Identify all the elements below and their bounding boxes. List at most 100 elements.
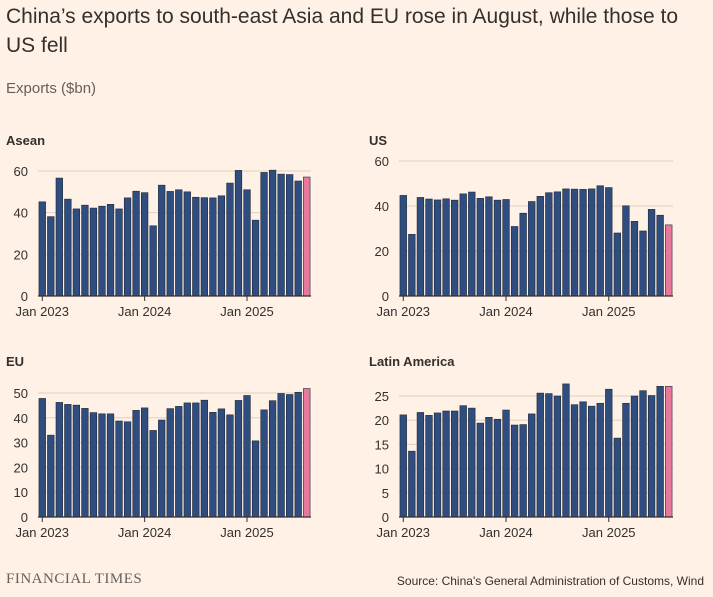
bar (234, 170, 243, 297)
bar (217, 195, 226, 297)
bar (158, 419, 166, 518)
bar (605, 187, 613, 297)
y-tick-label: 20 (14, 460, 28, 475)
bar (408, 450, 416, 518)
y-tick-label: 5 (382, 486, 389, 501)
panel-eu: EU 0 10 20 30 40 50 Jan 2023 Jan 2024 Jan 2025 (6, 354, 311, 540)
bar (132, 410, 140, 518)
y-tick-label: 10 (14, 485, 28, 500)
bar (579, 401, 587, 518)
bar (468, 191, 476, 297)
bar (647, 209, 656, 297)
bar (485, 196, 493, 297)
bar (476, 422, 484, 518)
bar (209, 197, 217, 297)
bar (656, 214, 664, 297)
bar-latest (665, 224, 673, 297)
bar (519, 424, 527, 518)
bar (251, 219, 260, 297)
bar (451, 410, 459, 518)
x-tick-label: Jan 2023 (377, 304, 431, 319)
bar (38, 201, 46, 297)
bar (639, 390, 647, 518)
bar (72, 404, 81, 518)
bar (132, 190, 140, 297)
bar (106, 204, 115, 297)
panel-asean: Asean 0 20 40 60 Jan 2023 Jan 2024 Jan 2025 (6, 133, 311, 319)
bar (286, 394, 294, 518)
y-tick-label: 20 (375, 244, 389, 259)
bar-latest (665, 386, 673, 518)
bar (192, 196, 200, 297)
bar (459, 405, 467, 518)
bar (106, 413, 115, 518)
bar (226, 182, 234, 297)
x-tick-label: Jan 2024 (479, 304, 533, 319)
x-tick-label: Jan 2025 (582, 304, 636, 319)
x-tick-label: Jan 2025 (220, 304, 274, 319)
bar (468, 407, 476, 518)
x-tick-label: Jan 2025 (220, 525, 274, 540)
bar (200, 399, 208, 518)
bar (433, 199, 442, 297)
bar (192, 402, 200, 518)
bar (476, 198, 484, 297)
bar (656, 386, 664, 518)
bar (408, 234, 416, 297)
bar (502, 199, 510, 297)
bar (588, 188, 596, 297)
bar (72, 208, 81, 297)
bar (149, 430, 157, 518)
bar (630, 221, 639, 297)
bar (493, 418, 502, 518)
bar (98, 205, 106, 297)
bar (98, 413, 106, 518)
bar (579, 189, 587, 297)
bar (183, 191, 191, 297)
bar (166, 191, 174, 297)
bar (294, 180, 302, 297)
bar (243, 395, 251, 518)
y-tick-label: 20 (375, 413, 389, 428)
y-tick-label: 60 (14, 164, 28, 179)
bar-latest (303, 388, 311, 518)
bar (630, 395, 639, 518)
chart-title: China’s exports to south-east Asia and E… (6, 5, 678, 57)
bar (149, 225, 157, 297)
bar (217, 408, 226, 518)
y-tick-label: 60 (375, 154, 389, 169)
bar (268, 169, 277, 297)
bar (613, 437, 621, 518)
y-tick-label: 0 (21, 289, 28, 304)
bar (55, 402, 63, 518)
bar (647, 395, 656, 518)
bar (510, 226, 519, 297)
x-tick-label: Jan 2023 (16, 525, 70, 540)
bar (562, 188, 570, 297)
bar (115, 208, 123, 297)
bar (502, 409, 510, 518)
bar (510, 424, 519, 518)
x-tick-label: Jan 2024 (118, 304, 172, 319)
bar (442, 410, 450, 518)
bar (200, 197, 208, 297)
y-tick-label: 15 (375, 437, 389, 452)
bar (536, 392, 544, 518)
bar (485, 416, 493, 518)
panel-title: Asean (6, 133, 45, 148)
panel-latin-america: Latin America 0 5 10 15 20 25 Jan 2023 Jan 2024… (369, 354, 673, 540)
bar (528, 201, 536, 297)
x-tick-label: Jan 2025 (582, 525, 636, 540)
x-tick-label: Jan 2024 (479, 525, 533, 540)
bar (175, 189, 183, 297)
bar (260, 409, 268, 518)
bar (141, 192, 149, 297)
y-tick-label: 0 (382, 289, 389, 304)
bar (459, 193, 467, 297)
bar (519, 212, 527, 297)
bar (47, 216, 55, 297)
bar (47, 434, 55, 518)
y-tick-label: 40 (375, 199, 389, 214)
bar (38, 398, 46, 518)
bar (89, 412, 98, 518)
